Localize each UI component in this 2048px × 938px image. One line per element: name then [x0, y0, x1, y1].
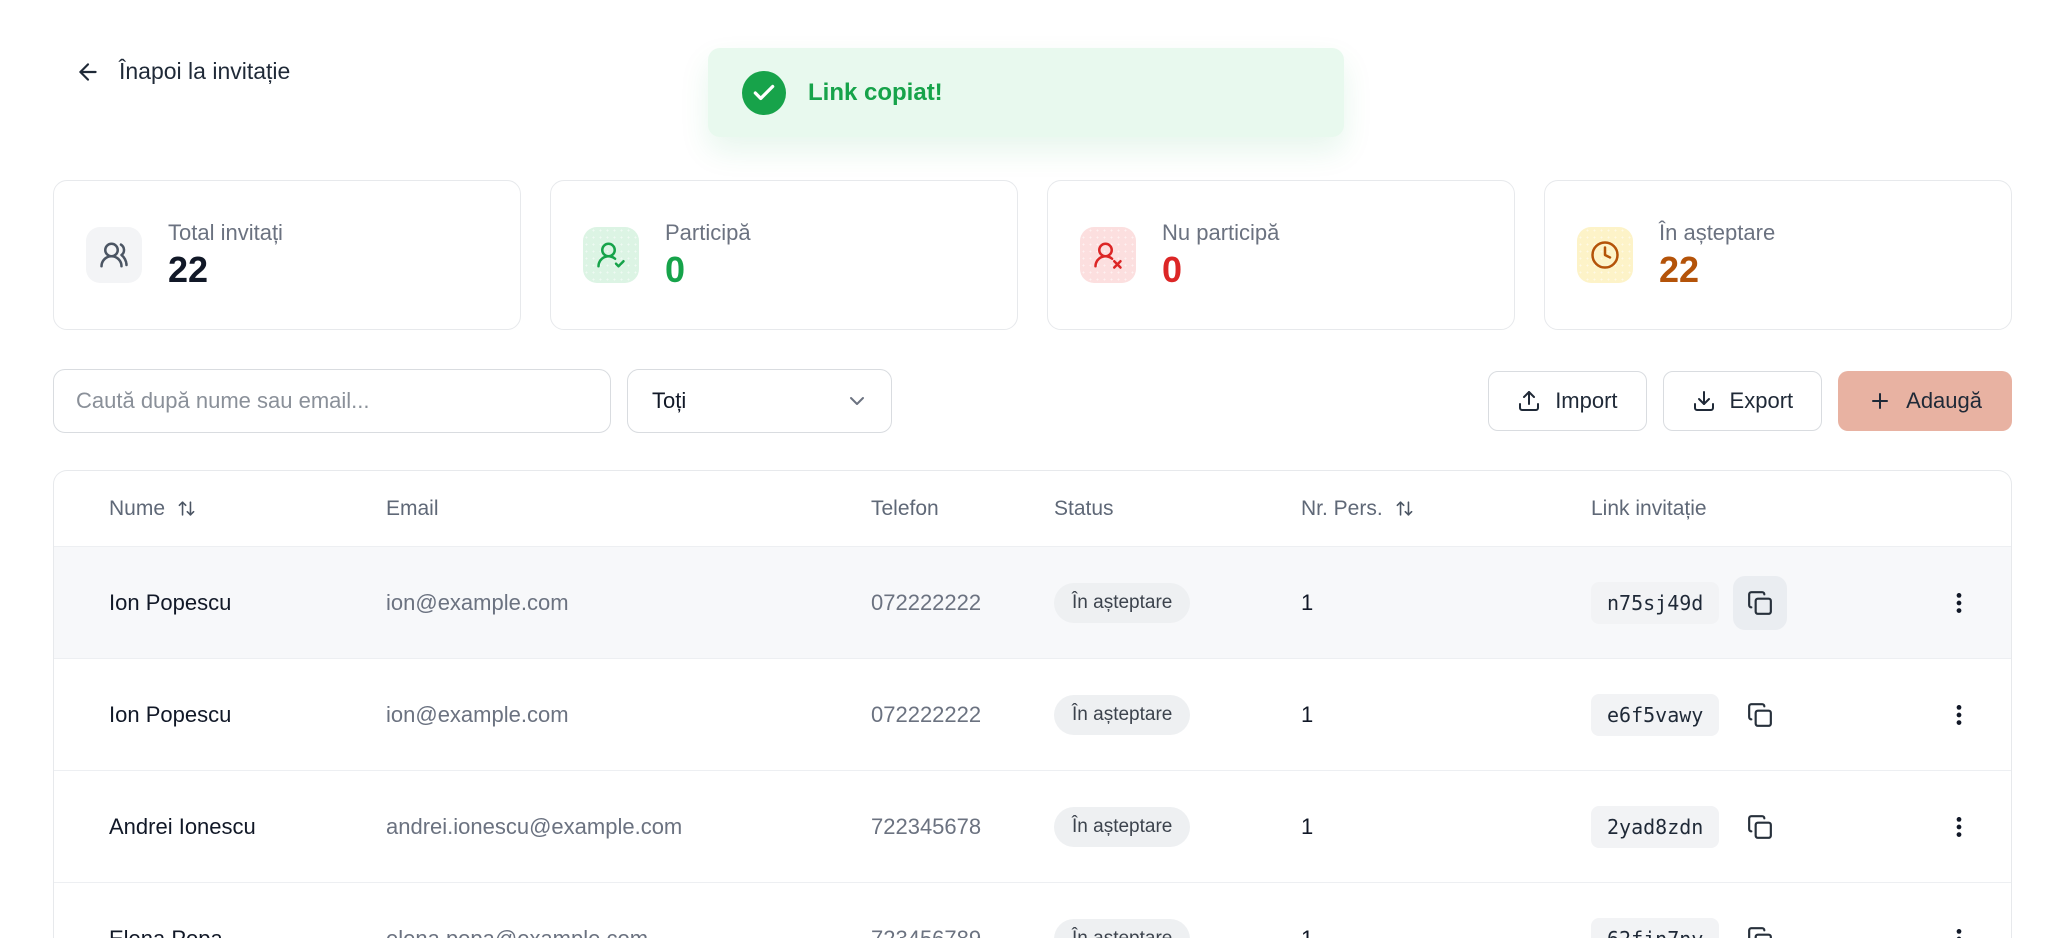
table-row: Ion Popescu ion@example.com 072222222 În… [54, 547, 2011, 659]
sort-icon [1396, 501, 1413, 516]
filter-selected-value: Toți [652, 387, 687, 413]
table-row: Andrei Ionescu andrei.ionescu@example.co… [54, 771, 2011, 883]
copy-link-button[interactable] [1733, 575, 1788, 630]
table-header-row: Nume Email Telefon Status Nr. Pers. Link… [54, 471, 2011, 547]
guest-phone: 072222222 [871, 701, 982, 727]
toast-notification: Link copiat! [708, 48, 1344, 137]
import-button[interactable]: Import [1488, 370, 1647, 431]
guest-phone: 723456789 [871, 925, 982, 938]
column-header-persons[interactable]: Nr. Pers. [1301, 497, 1591, 521]
clock-icon [1577, 227, 1633, 283]
back-link-label: Înapoi la invitație [119, 58, 291, 84]
stat-card-pending: În așteptare 22 [1544, 180, 2012, 330]
row-menu-button[interactable] [1937, 581, 1981, 625]
kebab-menu-icon [1956, 928, 1962, 938]
copy-icon [1748, 702, 1773, 727]
status-badge: În așteptare [1054, 806, 1191, 847]
table-row: Ion Popescu ion@example.com 072222222 În… [54, 659, 2011, 771]
invitation-link-code: 2yad8zdn [1591, 805, 1720, 848]
copy-link-button[interactable] [1733, 912, 1787, 938]
search-box [53, 368, 611, 433]
back-to-invitation-link[interactable]: Înapoi la invitație [75, 58, 290, 85]
stat-card-not-attending: Nu participă 0 [1047, 180, 1515, 330]
guest-email: andrei.ionescu@example.com [386, 813, 683, 839]
column-header-link: Link invitație [1591, 496, 1707, 520]
add-guest-button[interactable]: Adaugă [1838, 370, 2012, 431]
table-body: Ion Popescu ion@example.com 072222222 În… [54, 547, 2011, 938]
stats-row: Total invitați 22 Participă 0 Nu partici… [53, 180, 2012, 330]
kebab-menu-icon [1956, 704, 1962, 725]
guest-name: Andrei Ionescu [109, 813, 256, 839]
stat-card-attending: Participă 0 [550, 180, 1018, 330]
guest-persons-count: 1 [1301, 813, 1314, 839]
user-x-icon [1080, 227, 1136, 283]
stat-value: 0 [665, 249, 686, 291]
copy-icon [1748, 926, 1773, 938]
guest-name: Elena Popa [109, 925, 223, 938]
guest-name: Ion Popescu [109, 589, 232, 615]
export-button[interactable]: Export [1662, 370, 1823, 431]
status-filter-select[interactable]: Toți [627, 368, 892, 433]
column-header-phone: Telefon [871, 496, 939, 520]
column-header-name[interactable]: Nume [109, 497, 386, 521]
invitation-link-code: n75sj49d [1591, 581, 1720, 624]
stat-value: 0 [1162, 249, 1183, 291]
chevron-down-icon [850, 396, 864, 405]
add-label: Adaugă [1906, 387, 1982, 413]
stat-label: Total invitați [168, 220, 283, 246]
stat-label: Participă [665, 220, 751, 246]
row-menu-button[interactable] [1937, 693, 1981, 737]
invitation-link-code: 62fjn7ny [1591, 917, 1720, 938]
guest-email: elena.popa@example.com [386, 925, 649, 938]
guest-name: Ion Popescu [109, 701, 232, 727]
row-menu-button[interactable] [1937, 917, 1981, 938]
copy-icon [1748, 590, 1773, 615]
guest-phone: 072222222 [871, 589, 982, 615]
column-header-status: Status [1054, 496, 1114, 520]
toast-message: Link copiat! [808, 78, 943, 106]
upload-icon [1519, 390, 1540, 411]
stat-label: În așteptare [1659, 220, 1776, 246]
guest-email: ion@example.com [386, 589, 569, 615]
guest-email: ion@example.com [386, 701, 569, 727]
guest-persons-count: 1 [1301, 925, 1314, 938]
copy-link-button[interactable] [1733, 688, 1787, 742]
guest-phone: 722345678 [871, 813, 982, 839]
row-menu-button[interactable] [1937, 805, 1981, 849]
toolbar: Toți Import Export Adaugă [53, 368, 2012, 433]
guests-table: Nume Email Telefon Status Nr. Pers. Link… [53, 470, 2012, 938]
import-label: Import [1555, 387, 1618, 413]
kebab-menu-icon [1956, 592, 1962, 613]
sort-icon [178, 501, 195, 516]
table-row: Elena Popa elena.popa@example.com 723456… [54, 883, 2011, 938]
users-icon [86, 227, 142, 283]
status-badge: În așteptare [1054, 694, 1191, 735]
top-bar: Înapoi la invitație [53, 0, 2012, 102]
plus-icon [1872, 392, 1889, 409]
copy-icon [1748, 814, 1773, 839]
column-header-email: Email [386, 496, 439, 520]
guest-persons-count: 1 [1301, 589, 1314, 615]
copy-link-button[interactable] [1733, 800, 1787, 854]
download-icon [1693, 390, 1714, 411]
export-label: Export [1729, 387, 1794, 413]
user-check-icon [583, 227, 639, 283]
stat-value: 22 [168, 249, 209, 291]
stat-value: 22 [1659, 249, 1700, 291]
invitation-link-code: e6f5vawy [1591, 693, 1720, 736]
kebab-menu-icon [1956, 816, 1962, 837]
status-badge: În așteptare [1054, 918, 1191, 938]
arrow-left-icon [79, 62, 97, 81]
stat-label: Nu participă [1162, 220, 1280, 246]
guest-persons-count: 1 [1301, 701, 1314, 727]
stat-card-total: Total invitați 22 [53, 180, 521, 330]
success-check-icon [742, 70, 786, 115]
search-input[interactable] [76, 387, 588, 414]
status-badge: În așteptare [1054, 582, 1191, 623]
